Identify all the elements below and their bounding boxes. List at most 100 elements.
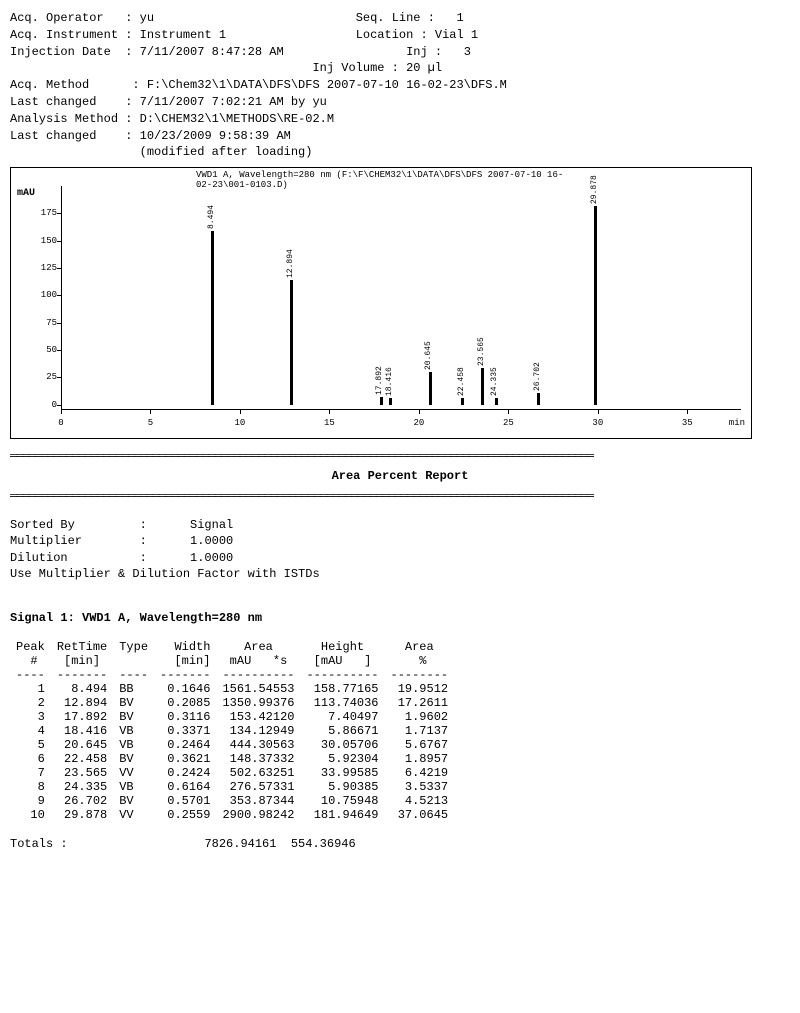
cell: VB bbox=[113, 724, 154, 738]
cell: 8 bbox=[10, 780, 51, 794]
table-row: 2 12.894BV0.20851350.99376113.7403617.26… bbox=[10, 696, 454, 710]
cell: 158.77165 bbox=[300, 682, 384, 696]
lbl: Injection Date bbox=[10, 45, 111, 59]
lbl: Location bbox=[356, 28, 414, 42]
cell: 1.7137 bbox=[385, 724, 455, 738]
totals-row: Totals : 7826.94161 554.36946 bbox=[10, 836, 790, 852]
peak-label: 17.892 bbox=[375, 366, 384, 395]
peak-label: 29.878 bbox=[590, 175, 599, 204]
cell: 1 bbox=[10, 682, 51, 696]
cell: 1350.99376 bbox=[216, 696, 300, 710]
cell: 10.75948 bbox=[300, 794, 384, 808]
cell: 502.63251 bbox=[216, 766, 300, 780]
col-type: Type bbox=[113, 640, 154, 668]
y-tick: 0 bbox=[29, 400, 57, 410]
cell: BV bbox=[113, 696, 154, 710]
cell: 12.894 bbox=[51, 696, 113, 710]
cell: 9 bbox=[10, 794, 51, 808]
cell: 1.9602 bbox=[385, 710, 455, 724]
cell: VB bbox=[113, 738, 154, 752]
val: 3 bbox=[464, 45, 471, 59]
y-tick: 175 bbox=[29, 208, 57, 218]
table-row: 1 8.494BB0.16461561.54553158.7716519.951… bbox=[10, 682, 454, 696]
cell: 1.8957 bbox=[385, 752, 455, 766]
cell: 0.3621 bbox=[154, 752, 216, 766]
chromatogram-peak bbox=[481, 368, 484, 405]
col-height: Height [mAU ] bbox=[300, 640, 384, 668]
y-tick: 75 bbox=[29, 318, 57, 328]
table-header-row: Peak # RetTime [min] Type Width [min] Ar… bbox=[10, 640, 454, 668]
plot-area: min 0255075100125150175051015202530358.4… bbox=[61, 186, 741, 410]
peak-label: 24.335 bbox=[490, 367, 499, 396]
lbl: Totals : bbox=[10, 837, 68, 851]
lbl: Acq. Operator bbox=[10, 11, 104, 25]
cell: 353.87344 bbox=[216, 794, 300, 808]
val: Vial 1 bbox=[435, 28, 478, 42]
cell: BV bbox=[113, 752, 154, 766]
chromatogram-peak bbox=[211, 231, 214, 404]
x-tick: 5 bbox=[148, 418, 153, 428]
cell: 24.335 bbox=[51, 780, 113, 794]
table-row: 9 26.702BV0.5701 353.87344 10.75948 4.52… bbox=[10, 794, 454, 808]
table-dash-row: ----------------------------------------… bbox=[10, 668, 454, 682]
lbl: Inj bbox=[406, 45, 428, 59]
table-row: 7 23.565VV0.2424 502.63251 33.99585 6.42… bbox=[10, 766, 454, 780]
col-areapct: Area % bbox=[385, 640, 455, 668]
y-tick: 25 bbox=[29, 372, 57, 382]
table-row: 3 17.892BV0.3116 153.42120 7.40497 1.960… bbox=[10, 710, 454, 724]
cell: 1561.54553 bbox=[216, 682, 300, 696]
cell: 4 bbox=[10, 724, 51, 738]
x-axis-unit: min bbox=[729, 418, 745, 428]
cell: 7.40497 bbox=[300, 710, 384, 724]
val: 20 µl bbox=[406, 61, 442, 75]
table-row: 5 20.645VB0.2464 444.30563 30.05706 5.67… bbox=[10, 738, 454, 752]
val: 1 bbox=[457, 11, 464, 25]
val: 10/23/2009 9:58:39 AM bbox=[140, 129, 291, 143]
val: 7826.94161 bbox=[204, 837, 276, 851]
x-tick: 15 bbox=[324, 418, 335, 428]
y-axis bbox=[61, 186, 62, 410]
val: D:\CHEM32\1\METHODS\RE-02.M bbox=[140, 112, 334, 126]
y-tick: 125 bbox=[29, 263, 57, 273]
cell: 10 bbox=[10, 808, 51, 822]
val: Use Multiplier & Dilution Factor with IS… bbox=[10, 567, 320, 581]
cell: 0.5701 bbox=[154, 794, 216, 808]
lbl: Last changed bbox=[10, 95, 96, 109]
val: 1.0000 bbox=[190, 534, 233, 548]
x-axis bbox=[61, 409, 741, 410]
cell: 33.99585 bbox=[300, 766, 384, 780]
y-axis-label: mAU bbox=[17, 188, 35, 199]
cell: 0.2464 bbox=[154, 738, 216, 752]
val: Signal bbox=[190, 518, 233, 532]
chromatogram-peak bbox=[290, 280, 293, 404]
lbl: Acq. Instrument bbox=[10, 28, 118, 42]
chromatogram-peak bbox=[594, 206, 597, 405]
chromatogram-peak bbox=[461, 398, 464, 404]
cell: 3 bbox=[10, 710, 51, 724]
report-header: Acq. Operator : yu Seq. Line : 1 Acq. In… bbox=[10, 10, 790, 161]
chromatogram-peak bbox=[495, 398, 498, 404]
col-width: Width [min] bbox=[154, 640, 216, 668]
col-area: Area mAU *s bbox=[216, 640, 300, 668]
cell: 23.565 bbox=[51, 766, 113, 780]
cell: 113.74036 bbox=[300, 696, 384, 710]
val: 554.36946 bbox=[291, 837, 356, 851]
lbl: Sorted By bbox=[10, 518, 75, 532]
cell: 148.37332 bbox=[216, 752, 300, 766]
y-tick: 150 bbox=[29, 236, 57, 246]
cell: 5.86671 bbox=[300, 724, 384, 738]
val: yu bbox=[140, 11, 154, 25]
chromatogram-peak bbox=[429, 372, 432, 405]
cell: 4.5213 bbox=[385, 794, 455, 808]
cell: BV bbox=[113, 794, 154, 808]
peaks-table: Peak # RetTime [min] Type Width [min] Ar… bbox=[10, 640, 454, 822]
cell: VV bbox=[113, 808, 154, 822]
peak-label: 23.565 bbox=[477, 337, 486, 366]
cell: 6 bbox=[10, 752, 51, 766]
cell: 19.9512 bbox=[385, 682, 455, 696]
table-row: 4 18.416VB0.3371 134.12949 5.86671 1.713… bbox=[10, 724, 454, 738]
lbl: Dilution bbox=[10, 551, 68, 565]
cell: 5 bbox=[10, 738, 51, 752]
y-tick: 100 bbox=[29, 290, 57, 300]
cell: 6.4219 bbox=[385, 766, 455, 780]
